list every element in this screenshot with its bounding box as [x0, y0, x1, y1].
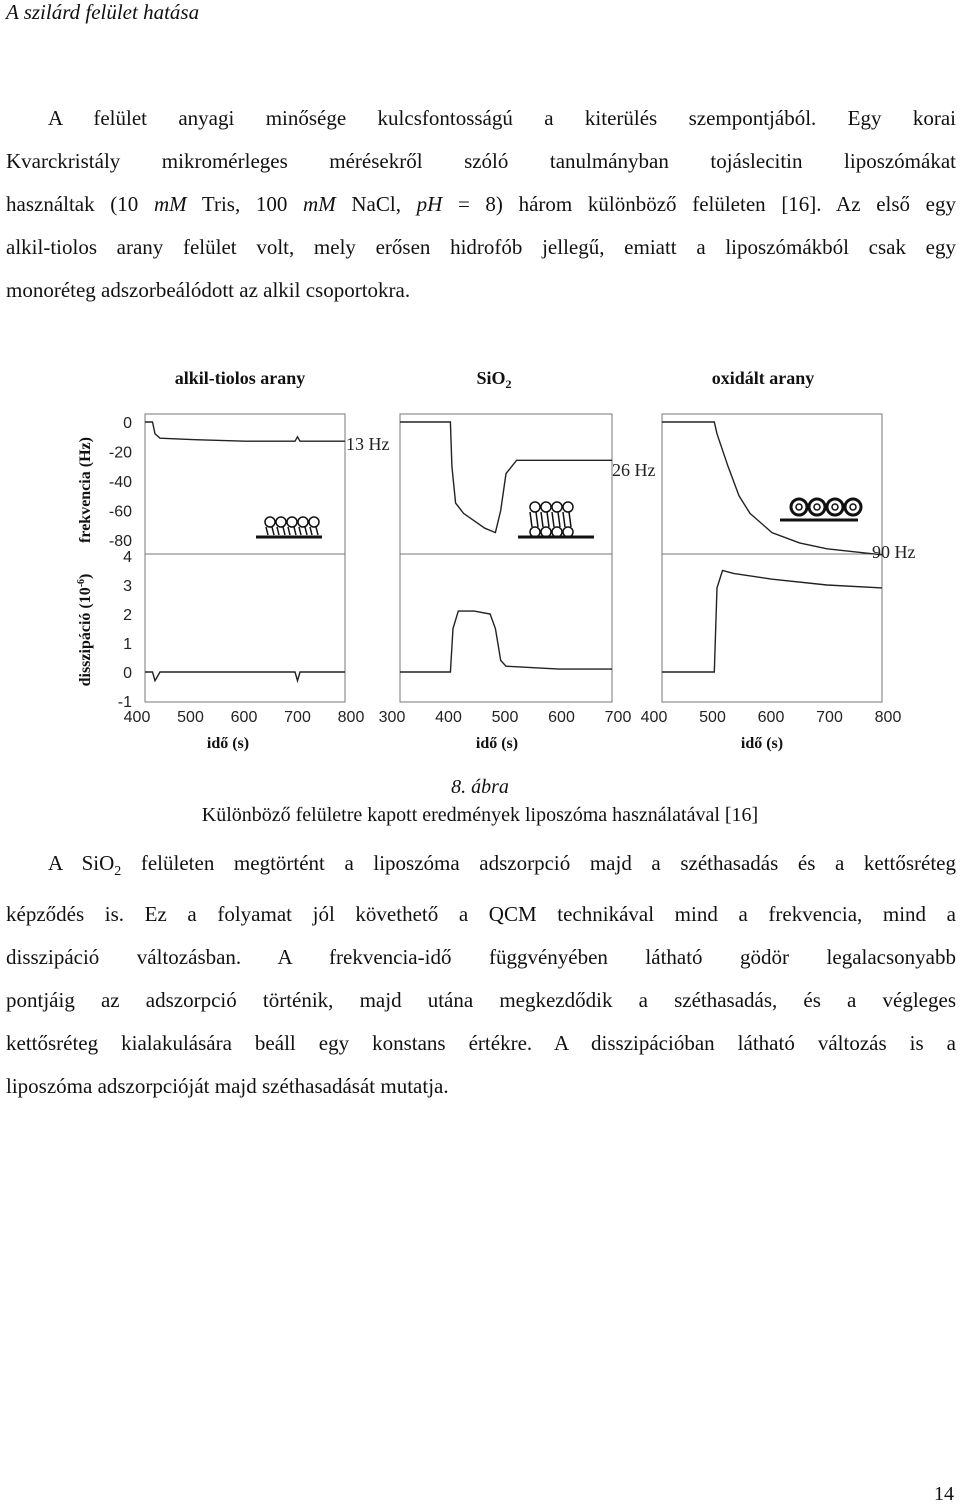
- frequency-curve: [662, 421, 883, 556]
- text-run: liposzóma adszorpcióját majd széthasadás…: [6, 1074, 449, 1099]
- text-run: képződés is. Ez a folyamat jól követhető…: [6, 902, 956, 927]
- x-label-time-3: idő (s): [741, 735, 783, 752]
- time-tick-label: 800: [338, 709, 365, 726]
- text-run: A SiO: [48, 851, 115, 875]
- text-line: monoréteg adszorbeálódott az alkil csopo…: [6, 269, 956, 312]
- frequency-tick-label: -20: [109, 445, 132, 462]
- figure-number: 8. ábra: [451, 776, 509, 798]
- x-label-time-2: idő (s): [476, 735, 518, 752]
- text-run: NaCl,: [335, 192, 417, 216]
- frequency-tick-label: -60: [109, 504, 132, 521]
- dissipation-tick-label: 1: [123, 636, 132, 653]
- frequency-tick-label: -40: [109, 474, 132, 491]
- figure-qcm-plots: alkil-tiolos arany SiO2 oxidált arany fr…: [76, 368, 916, 752]
- time-tick-label: 600: [758, 709, 785, 726]
- time-tick-label: 700: [284, 709, 311, 726]
- y-label-dissipation: disszipáció (10-6): [76, 574, 94, 687]
- paragraph-intro: A felület anyagi minősége kulcsfontosság…: [6, 97, 956, 312]
- dissipation-curve: [662, 569, 883, 673]
- frequency-tick-labels: 0 -20 -40 -60 -80: [109, 415, 132, 550]
- text-line: A felület anyagi minősége kulcsfontosság…: [6, 97, 956, 140]
- frequency-panel-frame: [399, 413, 613, 555]
- dissipation-tick-label: 0: [123, 665, 132, 682]
- panel-title-oxidized-gold: oxidált arany: [712, 368, 815, 388]
- time-tick-label: 500: [177, 709, 204, 726]
- frequency-panel-frame: [144, 413, 346, 555]
- time-tick-labels: 400 500 600 700 800 300 400 500 600 700 400 500 600 7…: [124, 709, 902, 726]
- time-tick-label: 700: [605, 709, 632, 726]
- liposome-bilayer-icon: [518, 501, 594, 539]
- text-run: Tris, 100: [186, 192, 304, 216]
- text-run: mM: [303, 192, 336, 216]
- y-label-frequency: frekvencia (Hz): [77, 437, 94, 543]
- page-number: 14: [934, 1483, 954, 1505]
- dissipation-tick-label: 4: [123, 549, 132, 566]
- dissipation-panel-frame: [399, 553, 613, 703]
- time-tick-label: 400: [124, 709, 151, 726]
- dissipation-panel-frame: [144, 553, 346, 703]
- time-tick-label: 500: [492, 709, 519, 726]
- time-tick-label: 600: [548, 709, 575, 726]
- paragraph-discussion: A SiO2 felületen megtörtént a liposzóma …: [6, 842, 956, 1108]
- annotation-26hz: 26 Hz: [612, 460, 656, 480]
- dissipation-tick-label: 3: [123, 578, 132, 595]
- frequency-curve: [400, 421, 612, 534]
- text-line: Kvarckristály mikromérleges mérésekről s…: [6, 140, 956, 183]
- dissipation-curve: [400, 610, 612, 673]
- figure-caption: Különböző felületre kapott eredmények li…: [201, 804, 759, 826]
- text-run: alkil-tiolos arany felület volt, mely er…: [6, 235, 956, 259]
- text-run: pH: [416, 192, 443, 216]
- text-run: A felület anyagi minősége kulcsfontosság…: [48, 106, 956, 130]
- text-line: pontjáig az adszorpció történik, majd ut…: [6, 979, 956, 1022]
- text-run: monoréteg adszorbeálódott az alkil csopo…: [6, 278, 411, 302]
- frequency-tick-label: -80: [109, 533, 132, 550]
- text-line: alkil-tiolos arany felület volt, mely er…: [6, 226, 956, 269]
- annotation-13hz: 13 Hz: [346, 434, 390, 454]
- text-run: disszipáció változásban. A frekvencia-id…: [6, 945, 956, 970]
- panel-title-sio2: SiO2: [476, 368, 511, 391]
- text-line: liposzóma adszorpcióját majd széthasadás…: [6, 1065, 956, 1108]
- text-line: képződés is. Ez a folyamat jól követhető…: [6, 893, 956, 936]
- panel-title-alkyl-thiol: alkil-tiolos arany: [175, 368, 306, 388]
- text-line: kettősréteg kialakulására beáll egy kons…: [6, 1022, 956, 1065]
- dissipation-tick-labels: 4 3 2 1 0 -1: [118, 549, 132, 711]
- text-run: használtak (10: [6, 192, 154, 216]
- text-run: pontjáig az adszorpció történik, majd ut…: [6, 988, 956, 1013]
- time-tick-label: 400: [435, 709, 462, 726]
- text-run: Kvarckristály mikromérleges mérésekről s…: [6, 149, 956, 173]
- text-line: A SiO2 felületen megtörtént a liposzóma …: [6, 842, 956, 893]
- time-tick-label: 700: [816, 709, 843, 726]
- text-line: disszipáció változásban. A frekvencia-id…: [6, 936, 956, 979]
- text-run: 2: [114, 864, 122, 880]
- liposome-monolayer-icon: [256, 516, 322, 539]
- frequency-tick-label: 0: [123, 415, 132, 432]
- text-line: használtak (10 mM Tris, 100 mM NaCl, pH …: [6, 183, 956, 226]
- time-tick-label: 300: [379, 709, 406, 726]
- time-tick-label: 400: [641, 709, 668, 726]
- text-run: mM: [153, 192, 187, 216]
- liposome-vesicle-icon: [780, 497, 863, 522]
- annotation-90hz: 90 Hz: [872, 542, 916, 562]
- text-run: felületen megtörtént a liposzóma adszorp…: [121, 851, 956, 875]
- dissipation-curve: [145, 671, 345, 684]
- x-label-time-1: idő (s): [207, 735, 249, 752]
- dissipation-panel-frame: [661, 553, 883, 703]
- section-header: A szilárd felület hatása: [6, 0, 200, 24]
- time-tick-label: 500: [699, 709, 726, 726]
- dissipation-tick-label: 2: [123, 607, 132, 624]
- dissipation-tick-label: -1: [118, 694, 132, 711]
- time-tick-label: 800: [875, 709, 902, 726]
- text-run: = 8) három különböző felületen [16]. Az …: [442, 192, 956, 216]
- plot-panels: [144, 413, 883, 703]
- text-run: kettősréteg kialakulására beáll egy kons…: [6, 1031, 956, 1056]
- time-tick-label: 600: [231, 709, 258, 726]
- data-curves: [145, 421, 883, 684]
- frequency-curve: [145, 421, 345, 442]
